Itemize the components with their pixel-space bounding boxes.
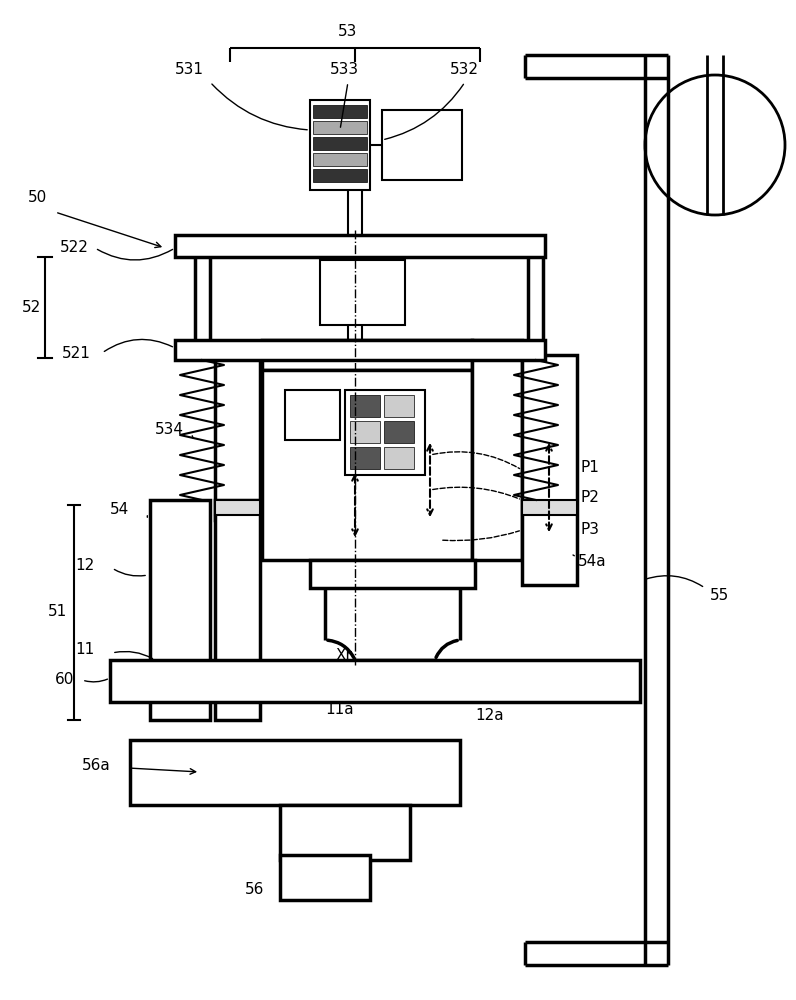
Text: 60: 60 — [55, 672, 74, 688]
Text: 54: 54 — [110, 502, 129, 518]
Bar — [262, 370, 472, 560]
Bar — [384, 421, 414, 443]
Text: 522: 522 — [60, 240, 89, 255]
Bar — [350, 421, 380, 443]
Bar — [313, 137, 367, 150]
Text: 531: 531 — [175, 62, 204, 78]
Text: 56: 56 — [245, 882, 265, 898]
Bar — [262, 340, 472, 370]
Text: 50: 50 — [28, 190, 47, 206]
Bar — [130, 740, 460, 805]
Text: 533: 533 — [330, 62, 359, 78]
Bar — [215, 355, 260, 520]
Bar — [522, 500, 577, 515]
Text: 521: 521 — [62, 346, 91, 360]
Bar — [175, 340, 545, 360]
Bar — [320, 260, 405, 325]
Bar — [310, 560, 475, 588]
Bar — [215, 500, 260, 515]
Bar — [280, 855, 370, 900]
Bar — [313, 169, 367, 182]
Bar — [313, 121, 367, 134]
Bar — [150, 500, 210, 720]
Bar — [110, 660, 640, 702]
Text: 54a: 54a — [578, 554, 607, 570]
Bar — [472, 340, 522, 560]
Text: 51: 51 — [48, 604, 67, 619]
Bar — [313, 153, 367, 166]
Bar — [310, 100, 370, 190]
Bar — [175, 235, 545, 257]
Bar — [215, 500, 260, 720]
Bar — [280, 805, 410, 860]
Bar — [285, 390, 340, 440]
Text: 56a: 56a — [82, 758, 111, 772]
Bar — [345, 390, 425, 475]
Text: P1: P1 — [580, 460, 599, 475]
Text: 11: 11 — [75, 643, 94, 658]
Bar — [384, 447, 414, 469]
Bar — [522, 355, 577, 585]
Text: P3: P3 — [580, 522, 599, 538]
Text: 55: 55 — [710, 587, 729, 602]
Text: 12: 12 — [75, 558, 94, 572]
Bar — [382, 110, 462, 180]
Bar — [313, 105, 367, 118]
Text: P2: P2 — [580, 490, 599, 506]
Text: Xr: Xr — [336, 648, 353, 662]
Bar — [384, 395, 414, 417]
Bar — [350, 395, 380, 417]
Bar — [350, 447, 380, 469]
Text: 532: 532 — [450, 62, 479, 78]
Text: 53: 53 — [338, 24, 357, 39]
Text: 11a: 11a — [326, 702, 354, 718]
Text: 534: 534 — [155, 422, 184, 438]
Text: 12a: 12a — [475, 708, 504, 722]
Text: 52: 52 — [22, 300, 41, 316]
